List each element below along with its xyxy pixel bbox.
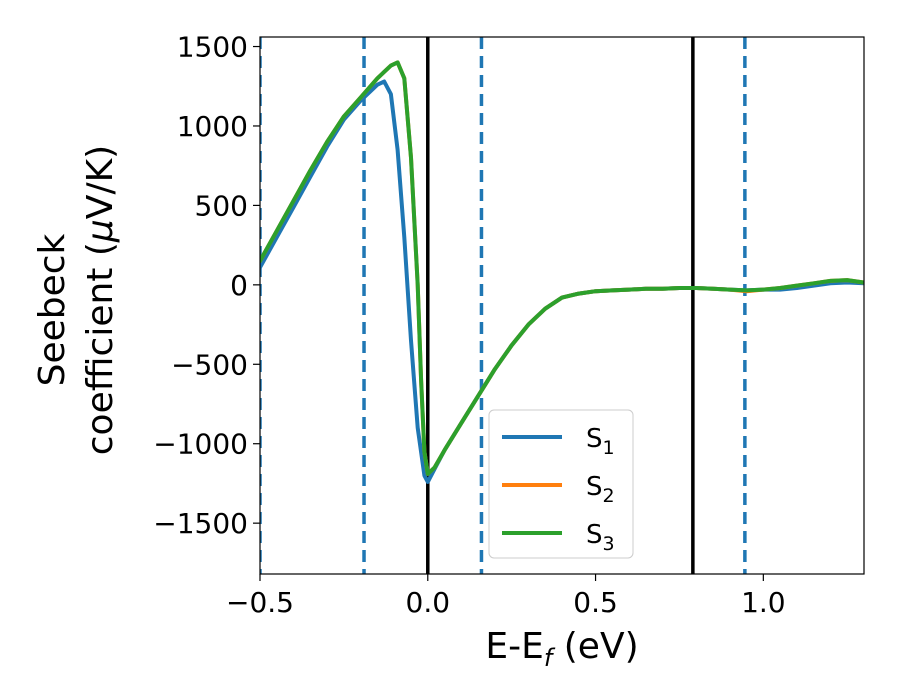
x-tick-label: −0.5: [226, 586, 294, 619]
y-tick-label: −1500: [153, 507, 248, 540]
series-line-3: [260, 60, 864, 476]
y-axis: −1500 −1000 −500 0 500 1000 1500: [153, 31, 260, 540]
y-tick-label: −1000: [153, 428, 248, 461]
y-axis-title-line2: coefficient (μV/K): [80, 145, 121, 455]
plot-frame: [259, 36, 865, 575]
legend: S1 S2 S3: [488, 409, 634, 559]
y-tick-label: 500: [195, 189, 248, 222]
legend-label-3: S3: [586, 520, 615, 555]
y-axis-title-mu: μ: [80, 219, 121, 243]
x-tick-label: 0.0: [406, 586, 451, 619]
y-tick-label: 1000: [177, 110, 248, 143]
y-tick-label: −500: [171, 348, 248, 381]
y-axis-title-unit: V/K): [80, 145, 121, 219]
x-tick-label: 0.5: [573, 586, 618, 619]
x-axis-title-text: E-E: [485, 626, 543, 667]
x-axis: −0.5 0.0 0.5 1.0: [226, 574, 786, 619]
y-axis-title-line1: Seebeck: [32, 233, 73, 386]
reference-lines: [260, 37, 747, 574]
y-axis-title-line2-text: coefficient (: [80, 242, 121, 455]
series-lines: [260, 60, 864, 484]
y-tick-label: 1500: [177, 31, 248, 64]
x-tick-label: 1.0: [741, 586, 786, 619]
legend-label-2: S2: [586, 472, 615, 507]
x-axis-title-unit: (eV): [552, 626, 638, 667]
y-axis-title: Seebeck coefficient (μV/K): [32, 145, 121, 455]
legend-label-1: S1: [586, 424, 615, 459]
y-tick-label: 0: [230, 269, 248, 302]
x-axis-title: E-Ef (eV): [485, 626, 638, 672]
